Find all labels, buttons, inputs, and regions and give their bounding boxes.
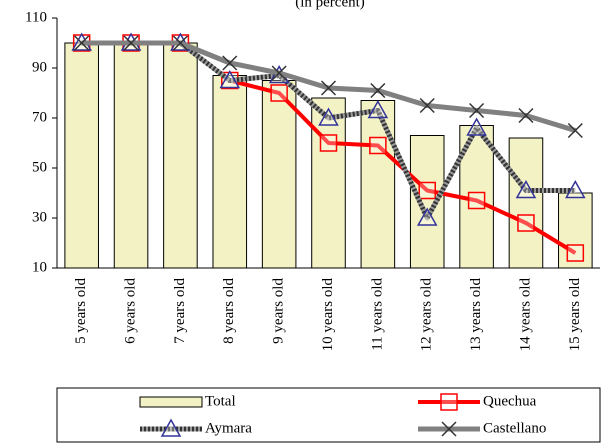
legend-swatch <box>139 396 203 408</box>
x-tick-label: 7 years old <box>172 278 188 344</box>
marker <box>567 122 583 139</box>
x-tick-label: 9 years old <box>271 278 287 344</box>
y-tick-label: 110 <box>25 9 47 25</box>
x-tick-label: 12 years old <box>419 278 435 352</box>
marker <box>219 69 241 89</box>
marker <box>517 214 535 232</box>
marker <box>271 65 287 81</box>
marker <box>319 134 338 152</box>
line <box>81 40 576 221</box>
legend-label: Quechua <box>483 393 537 409</box>
marker <box>172 35 188 51</box>
chart-title: (in percent) <box>295 0 365 10</box>
y-tick-label: 50 <box>32 159 47 175</box>
x-tick-label: 15 years old <box>567 278 583 352</box>
marker <box>74 35 90 51</box>
marker <box>416 207 438 226</box>
y-tick-label: 30 <box>32 209 47 225</box>
y-tick-label: 10 <box>32 259 47 275</box>
x-tick-label: 10 years old <box>320 278 336 352</box>
marker <box>566 244 585 262</box>
marker <box>467 191 486 210</box>
y-tick-label: 90 <box>32 59 47 75</box>
marker <box>370 82 386 99</box>
marker <box>318 107 339 126</box>
x-tick-label: 13 years old <box>468 278 484 352</box>
bar <box>409 135 445 269</box>
marker <box>418 181 436 200</box>
marker <box>565 179 586 199</box>
x-tick-label: 14 years old <box>517 278 533 352</box>
marker <box>515 179 537 199</box>
marker <box>440 393 458 411</box>
marker <box>270 84 288 102</box>
bar <box>163 42 198 269</box>
marker <box>419 97 435 114</box>
marker <box>222 55 238 71</box>
marker <box>441 421 457 437</box>
marker <box>160 418 182 437</box>
marker <box>369 136 387 155</box>
legend-label: Aymara <box>205 420 252 436</box>
bar <box>261 80 297 269</box>
bar <box>508 137 544 269</box>
bar <box>311 97 346 269</box>
marker <box>518 107 534 124</box>
x-tick-label: 5 years old <box>73 278 89 344</box>
marker <box>469 102 485 119</box>
x-tick-label: 6 years old <box>122 278 138 344</box>
y-tick-label: 70 <box>32 109 47 125</box>
marker <box>367 99 389 119</box>
marker <box>123 35 139 51</box>
marker <box>320 80 337 96</box>
bar <box>64 42 99 269</box>
bar <box>113 42 149 269</box>
x-tick-label: 8 years old <box>221 278 237 344</box>
bar <box>360 100 396 269</box>
legend-label: Castellano <box>483 420 546 436</box>
bar <box>558 192 593 269</box>
marker <box>466 117 487 136</box>
legend-label: Total <box>205 393 236 409</box>
bar <box>212 75 248 269</box>
x-tick-label: 11 years old <box>369 278 385 351</box>
